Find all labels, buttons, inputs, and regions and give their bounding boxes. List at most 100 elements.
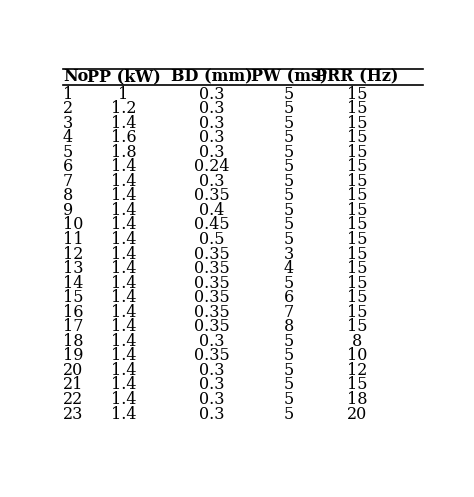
Text: 18: 18 (63, 333, 83, 350)
Text: 5: 5 (284, 144, 294, 161)
Text: 1.4: 1.4 (111, 173, 137, 190)
Text: 1.4: 1.4 (111, 376, 137, 394)
Text: 5: 5 (284, 376, 294, 394)
Text: 1.4: 1.4 (111, 202, 137, 219)
Text: 22: 22 (63, 391, 83, 408)
Text: PRR (Hz): PRR (Hz) (315, 69, 399, 85)
Text: 5: 5 (63, 144, 73, 161)
Text: 6: 6 (284, 289, 294, 306)
Text: 5: 5 (284, 158, 294, 175)
Text: 0.24: 0.24 (194, 158, 229, 175)
Text: 15: 15 (346, 275, 367, 292)
Text: 15: 15 (346, 376, 367, 394)
Text: 10: 10 (63, 217, 83, 234)
Text: 5: 5 (284, 231, 294, 248)
Text: 15: 15 (346, 173, 367, 190)
Text: 0.35: 0.35 (194, 289, 229, 306)
Text: 1.4: 1.4 (111, 362, 137, 379)
Text: 15: 15 (346, 85, 367, 102)
Text: 3: 3 (63, 115, 73, 132)
Text: 1.4: 1.4 (111, 187, 137, 204)
Text: 5: 5 (284, 187, 294, 204)
Text: 17: 17 (63, 318, 83, 335)
Text: 15: 15 (63, 289, 83, 306)
Text: 1.4: 1.4 (111, 246, 137, 262)
Text: 15: 15 (346, 231, 367, 248)
Text: 16: 16 (63, 304, 83, 321)
Text: 3: 3 (284, 246, 294, 262)
Text: 0.3: 0.3 (199, 129, 225, 146)
Text: 1.4: 1.4 (111, 333, 137, 350)
Text: 15: 15 (346, 187, 367, 204)
Text: 0.3: 0.3 (199, 362, 225, 379)
Text: 5: 5 (284, 85, 294, 102)
Text: 23: 23 (63, 406, 83, 422)
Text: 13: 13 (63, 260, 83, 277)
Text: 0.3: 0.3 (199, 144, 225, 161)
Text: 0.3: 0.3 (199, 85, 225, 102)
Text: 5: 5 (284, 406, 294, 422)
Text: 15: 15 (346, 144, 367, 161)
Text: 15: 15 (346, 318, 367, 335)
Text: 1: 1 (63, 85, 73, 102)
Text: 0.35: 0.35 (194, 347, 229, 364)
Text: 0.3: 0.3 (199, 173, 225, 190)
Text: 4: 4 (284, 260, 294, 277)
Text: 20: 20 (346, 406, 367, 422)
Text: 6: 6 (63, 158, 73, 175)
Text: 5: 5 (284, 362, 294, 379)
Text: 1.8: 1.8 (111, 144, 137, 161)
Text: 9: 9 (63, 202, 73, 219)
Text: 8: 8 (284, 318, 294, 335)
Text: 15: 15 (346, 100, 367, 117)
Text: 0.3: 0.3 (199, 376, 225, 394)
Text: 15: 15 (346, 246, 367, 262)
Text: 12: 12 (63, 246, 83, 262)
Text: 0.5: 0.5 (199, 231, 225, 248)
Text: 0.35: 0.35 (194, 275, 229, 292)
Text: 2: 2 (63, 100, 73, 117)
Text: 0.3: 0.3 (199, 100, 225, 117)
Text: 10: 10 (346, 347, 367, 364)
Text: 0.3: 0.3 (199, 333, 225, 350)
Text: PP (kW): PP (kW) (87, 69, 160, 85)
Text: 8: 8 (63, 187, 73, 204)
Text: 1.4: 1.4 (111, 275, 137, 292)
Text: 15: 15 (346, 217, 367, 234)
Text: 1.6: 1.6 (111, 129, 137, 146)
Text: 11: 11 (63, 231, 83, 248)
Text: 5: 5 (284, 275, 294, 292)
Text: 1.2: 1.2 (111, 100, 137, 117)
Text: 1.4: 1.4 (111, 406, 137, 422)
Text: 5: 5 (284, 173, 294, 190)
Text: 12: 12 (346, 362, 367, 379)
Text: 15: 15 (346, 158, 367, 175)
Text: 15: 15 (346, 260, 367, 277)
Text: 0.35: 0.35 (194, 318, 229, 335)
Text: No.: No. (63, 69, 93, 85)
Text: 0.3: 0.3 (199, 115, 225, 132)
Text: 5: 5 (284, 333, 294, 350)
Text: 1.4: 1.4 (111, 231, 137, 248)
Text: 15: 15 (346, 304, 367, 321)
Text: 8: 8 (352, 333, 362, 350)
Text: 19: 19 (63, 347, 83, 364)
Text: 0.3: 0.3 (199, 391, 225, 408)
Text: 0.4: 0.4 (199, 202, 224, 219)
Text: 1.4: 1.4 (111, 347, 137, 364)
Text: 1.4: 1.4 (111, 318, 137, 335)
Text: 1.4: 1.4 (111, 260, 137, 277)
Text: 5: 5 (284, 217, 294, 234)
Text: 18: 18 (346, 391, 367, 408)
Text: 0.35: 0.35 (194, 304, 229, 321)
Text: 1.4: 1.4 (111, 115, 137, 132)
Text: 0.45: 0.45 (194, 217, 229, 234)
Text: 1.4: 1.4 (111, 289, 137, 306)
Text: 1.4: 1.4 (111, 158, 137, 175)
Text: 4: 4 (63, 129, 73, 146)
Text: 15: 15 (346, 115, 367, 132)
Text: 0.35: 0.35 (194, 260, 229, 277)
Text: 1: 1 (118, 85, 128, 102)
Text: 15: 15 (346, 129, 367, 146)
Text: 0.35: 0.35 (194, 187, 229, 204)
